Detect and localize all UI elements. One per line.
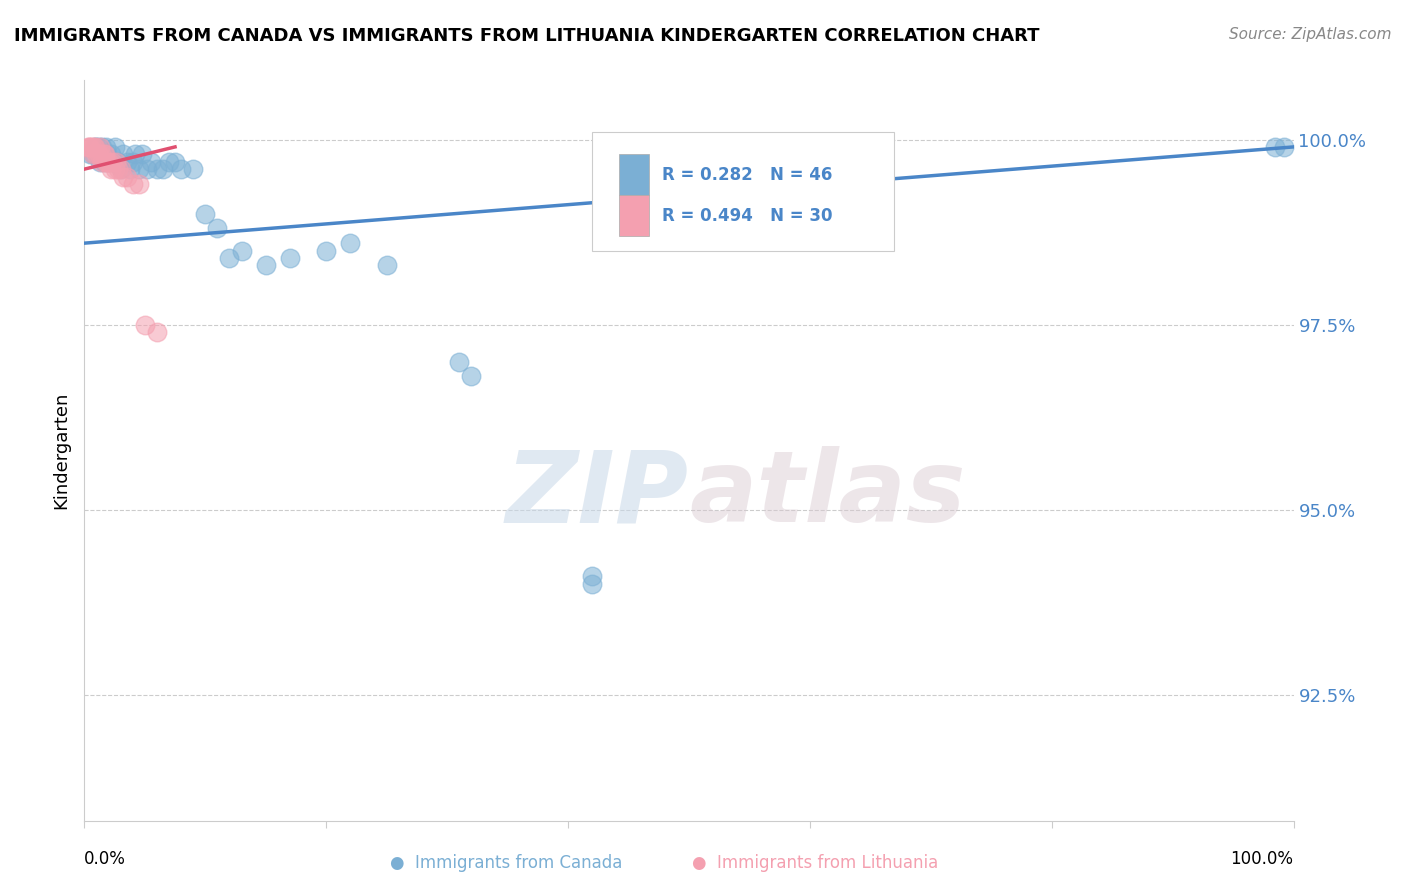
Point bbox=[101, 154, 124, 169]
Point bbox=[194, 206, 217, 220]
Point bbox=[79, 147, 101, 161]
Point bbox=[91, 154, 114, 169]
Point bbox=[82, 147, 104, 161]
Point bbox=[100, 162, 122, 177]
Point bbox=[82, 147, 104, 161]
Point bbox=[115, 154, 138, 169]
Point bbox=[581, 569, 603, 583]
Point bbox=[181, 162, 204, 177]
Point bbox=[83, 140, 105, 154]
Point bbox=[91, 140, 114, 154]
Point bbox=[77, 140, 100, 154]
Point bbox=[375, 259, 398, 273]
Point bbox=[120, 162, 142, 177]
Point bbox=[96, 147, 118, 161]
FancyBboxPatch shape bbox=[619, 154, 650, 195]
Point bbox=[146, 325, 169, 339]
Point bbox=[449, 354, 471, 368]
Point bbox=[460, 369, 482, 384]
Text: IMMIGRANTS FROM CANADA VS IMMIGRANTS FROM LITHUANIA KINDERGARTEN CORRELATION CHA: IMMIGRANTS FROM CANADA VS IMMIGRANTS FRO… bbox=[14, 27, 1039, 45]
Point bbox=[110, 162, 132, 177]
Point bbox=[339, 236, 361, 251]
Point bbox=[80, 140, 103, 154]
Point bbox=[89, 140, 111, 154]
Point bbox=[218, 251, 240, 265]
Point bbox=[86, 147, 108, 161]
Point bbox=[90, 147, 112, 161]
Text: ●  Immigrants from Lithuania: ● Immigrants from Lithuania bbox=[692, 855, 939, 872]
Point bbox=[131, 147, 153, 161]
Point bbox=[79, 140, 101, 154]
Point bbox=[107, 154, 129, 169]
Point bbox=[254, 259, 277, 273]
Point bbox=[128, 177, 150, 191]
Point bbox=[89, 154, 111, 169]
Point bbox=[278, 251, 301, 265]
Point bbox=[91, 147, 114, 161]
Point bbox=[94, 147, 117, 161]
Point bbox=[104, 162, 127, 177]
Point bbox=[104, 140, 127, 154]
Point bbox=[97, 154, 120, 169]
Point bbox=[139, 154, 162, 169]
Point bbox=[94, 140, 117, 154]
Point bbox=[96, 154, 118, 169]
Text: Source: ZipAtlas.com: Source: ZipAtlas.com bbox=[1229, 27, 1392, 42]
Point bbox=[115, 169, 138, 184]
Point bbox=[94, 154, 117, 169]
Point bbox=[110, 162, 132, 177]
Text: ZIP: ZIP bbox=[506, 446, 689, 543]
Point bbox=[100, 147, 122, 161]
Text: 0.0%: 0.0% bbox=[84, 850, 127, 868]
Point bbox=[97, 154, 120, 169]
Point bbox=[128, 162, 150, 177]
FancyBboxPatch shape bbox=[592, 132, 894, 251]
Point bbox=[581, 576, 603, 591]
Point bbox=[104, 154, 127, 169]
Text: ●  Immigrants from Canada: ● Immigrants from Canada bbox=[389, 855, 623, 872]
Point bbox=[112, 169, 135, 184]
Point bbox=[87, 147, 110, 161]
Point bbox=[87, 140, 110, 154]
Text: R = 0.282   N = 46: R = 0.282 N = 46 bbox=[662, 166, 832, 184]
Point bbox=[165, 154, 187, 169]
Point bbox=[86, 147, 108, 161]
Point bbox=[121, 177, 143, 191]
Point bbox=[315, 244, 337, 258]
Point bbox=[170, 162, 193, 177]
Point bbox=[152, 162, 174, 177]
Point bbox=[146, 162, 169, 177]
Point bbox=[84, 140, 107, 154]
Point bbox=[84, 140, 107, 154]
Point bbox=[86, 140, 108, 154]
Point bbox=[134, 318, 156, 332]
FancyBboxPatch shape bbox=[619, 195, 650, 235]
Point bbox=[157, 154, 180, 169]
Point bbox=[107, 162, 129, 177]
Point bbox=[124, 147, 146, 161]
Text: 100.0%: 100.0% bbox=[1230, 850, 1294, 868]
Point bbox=[1272, 140, 1295, 154]
Point bbox=[77, 140, 100, 154]
Text: R = 0.494   N = 30: R = 0.494 N = 30 bbox=[662, 207, 832, 225]
Point bbox=[121, 154, 143, 169]
Point bbox=[136, 162, 159, 177]
Point bbox=[207, 221, 229, 235]
Point bbox=[231, 244, 253, 258]
Text: atlas: atlas bbox=[689, 446, 966, 543]
Y-axis label: Kindergarten: Kindergarten bbox=[52, 392, 70, 509]
Point bbox=[1264, 140, 1286, 154]
Point bbox=[93, 147, 115, 161]
Point bbox=[93, 154, 115, 169]
Point bbox=[112, 147, 135, 161]
